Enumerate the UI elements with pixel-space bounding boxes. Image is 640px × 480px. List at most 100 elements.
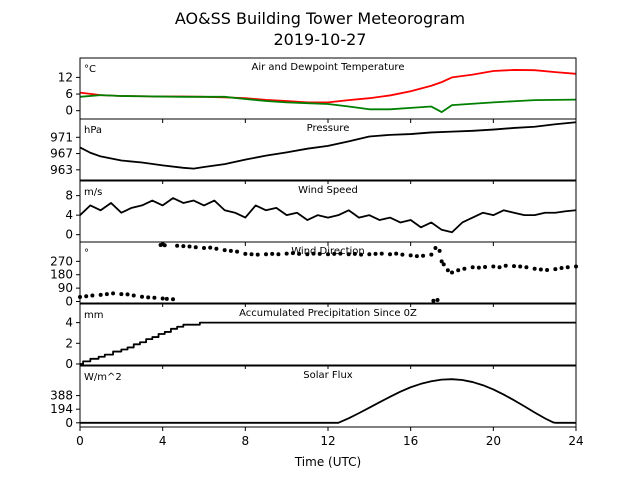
series-wind_direction-point: [524, 265, 529, 270]
series-wind_direction-point: [388, 252, 392, 257]
series-wind_direction-point: [187, 244, 192, 249]
series-wind_direction-point: [553, 267, 558, 272]
y-tick-label-pressure: 963: [50, 163, 73, 177]
series-wind_direction-point: [483, 264, 488, 269]
series-wind_direction-point: [470, 265, 475, 270]
series-wind_direction-point: [125, 292, 130, 297]
y-tick-label-temp: 0: [65, 104, 73, 118]
series-wind_direction-point: [497, 265, 502, 270]
series-wind_direction-point: [228, 248, 233, 253]
series-wind_direction-point: [445, 268, 450, 273]
series-wind_direction-point: [164, 296, 169, 301]
series-wind_direction-point: [140, 294, 144, 299]
series-wind_direction-point: [538, 267, 543, 272]
panel-wind_speed: 0 4 8 m/s Wind Speed: [65, 180, 577, 246]
series-wind_direction-point: [338, 251, 343, 256]
panel-title-wind_direction: Wind Direction: [291, 246, 365, 257]
series-temp-0-line: [79, 69, 577, 104]
series-wind_direction-point: [565, 265, 570, 270]
panel-title-temp: Air and Dewpoint Temperature: [252, 62, 405, 73]
y-tick-label-pressure: 971: [50, 130, 73, 144]
series-wind_direction-point: [359, 252, 364, 257]
series-wind_direction-point: [441, 262, 446, 267]
series-wind_direction-point: [476, 265, 481, 270]
y-tick-label-wind_speed: 8: [65, 189, 73, 203]
series-wind_direction-point: [84, 294, 89, 299]
series-wind_direction-point: [152, 295, 157, 300]
series-wind_direction-point: [119, 292, 124, 297]
y-tick-label-wind_speed: 4: [65, 208, 73, 222]
series-wind_direction-point: [276, 252, 281, 257]
x-tick-label: 0: [76, 434, 84, 448]
panel-unit-wind_speed: m/s: [84, 187, 102, 198]
series-wind_direction-point: [284, 251, 289, 256]
panel-unit-solar: W/m^2: [84, 372, 122, 383]
series-wind_direction-point: [255, 252, 260, 257]
panels: 0 6 12 °C Air and Dewpoint Temperature 963 967…: [50, 57, 578, 431]
series-wind_direction-point: [243, 251, 248, 256]
y-tick-label-wind_direction: 270: [50, 254, 73, 268]
series-wind_direction-point: [491, 264, 496, 269]
series-wind_direction-point: [264, 252, 268, 257]
series-wind_direction-point: [394, 251, 399, 256]
series-wind_direction-point: [160, 296, 165, 301]
series-wind_direction-point: [379, 251, 384, 256]
series-wind_direction-point: [352, 251, 357, 256]
series-wind_direction-point: [437, 248, 442, 253]
panel-unit-temp: °C: [84, 64, 96, 75]
series-wind_direction-point: [433, 245, 438, 250]
panel-unit-pressure: hPa: [84, 125, 102, 136]
chart-title: AO&SS Building Tower Meteorogram: [175, 9, 465, 28]
series-temp-1-line: [79, 94, 577, 113]
series-wind_direction-point: [297, 251, 302, 256]
y-tick-label-precip: 4: [65, 316, 73, 330]
series-pressure-0-line: [79, 121, 577, 170]
y-tick-label-wind_direction: 90: [58, 281, 73, 295]
y-tick-label-wind_direction: 0: [65, 295, 73, 309]
panel-unit-wind_direction: °: [84, 248, 89, 259]
series-wind_direction-point: [111, 291, 116, 296]
series-wind_speed-0-line: [79, 197, 577, 234]
series-solar-0-line: [80, 378, 576, 424]
series-wind_direction-point: [373, 251, 378, 256]
series-wind_direction-point: [214, 246, 219, 251]
series-wind_direction-point: [559, 266, 564, 271]
y-tick-label-solar: 194: [50, 402, 73, 416]
panel-precip: 0 2 4 mm Accumulated Precipitation Since 0Z: [65, 303, 577, 371]
series-wind_direction-point: [104, 292, 109, 297]
series-wind_direction-point: [462, 266, 467, 271]
series-wind_direction-point: [162, 243, 167, 248]
series-wind_direction-point: [367, 252, 372, 257]
series-wind_direction-point: [400, 252, 405, 257]
series-wind_direction-point: [249, 252, 254, 257]
series-wind_direction-point: [431, 298, 436, 303]
panel-temp: 0 6 12 °C Air and Dewpoint Temperature: [58, 57, 577, 123]
series-wind_direction-point: [450, 270, 454, 275]
series-wind_direction-point: [181, 244, 186, 249]
panel-title-precip: Accumulated Precipitation Since 0Z: [239, 308, 417, 319]
series-wind_direction-point: [171, 297, 175, 302]
series-wind_direction-point: [193, 245, 198, 250]
series-precip-0-line: [80, 321, 576, 365]
series-wind_direction-point: [317, 251, 322, 256]
series-wind_direction-point: [326, 252, 330, 257]
x-tick-label: 20: [486, 434, 501, 448]
series-wind_direction-point: [235, 249, 240, 254]
series-wind_direction-point: [270, 251, 275, 256]
y-tick-label-wind_direction: 180: [50, 268, 73, 282]
x-tick-label: 16: [403, 434, 418, 448]
series-wind_direction-point: [518, 264, 523, 269]
x-tick-label: 8: [242, 434, 250, 448]
series-wind_direction-point: [512, 264, 516, 269]
x-axis-label: Time (UTC): [294, 455, 361, 469]
x-tick-label: 12: [320, 434, 335, 448]
series-wind_direction-point: [208, 245, 213, 250]
series-wind_direction-point: [414, 254, 419, 259]
series-wind_direction-point: [503, 263, 508, 268]
series-wind_direction-point: [332, 251, 337, 256]
y-tick-label-precip: 0: [65, 357, 73, 371]
series-wind_direction-point: [131, 293, 136, 298]
